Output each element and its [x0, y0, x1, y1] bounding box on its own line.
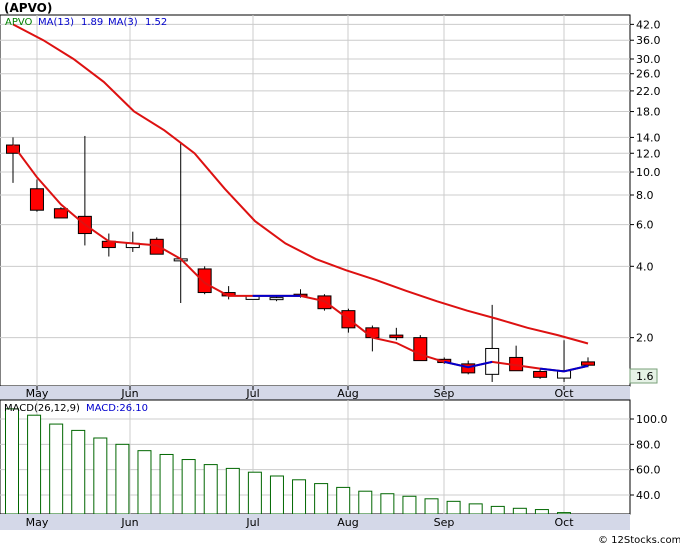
- macd-y-axis: 40.0 60.0 80.0 100.0: [630, 413, 668, 502]
- legend-symbol: APVO: [5, 17, 33, 28]
- macd-y-tick-label: 40.0: [636, 489, 661, 502]
- month-label: Sep: [434, 516, 455, 529]
- month-label: Oct: [554, 387, 574, 400]
- month-label: Jun: [120, 516, 138, 529]
- watermark: © 12Stocks.com: [598, 535, 680, 546]
- macd-bar: [71, 429, 86, 515]
- ma-short-rising-segment: [539, 364, 589, 373]
- price-panel-frame: [0, 14, 631, 387]
- macd-bar: [534, 509, 549, 515]
- macd-bars: [5, 408, 571, 515]
- macd-bar: [446, 500, 461, 515]
- macd-y-tick-label: 100.0: [636, 413, 668, 426]
- macd-bar: [468, 503, 483, 515]
- month-labels-top: May Jun Jul Aug Sep Oct: [26, 386, 574, 400]
- candle-down: [413, 337, 428, 362]
- macd-bar: [225, 467, 240, 515]
- macd-bar: [336, 486, 351, 515]
- candle-down: [29, 188, 44, 211]
- price-gridlines: [0, 15, 630, 386]
- macd-bar: [27, 414, 42, 515]
- macd-bar: [137, 450, 152, 515]
- legend-ma-short-label: MA(3): [108, 17, 138, 28]
- macd-bar: [115, 443, 130, 515]
- month-label: May: [26, 516, 49, 529]
- macd-bar: [203, 464, 218, 515]
- macd-bar: [247, 471, 262, 515]
- price-y-axis: 2.0 4.0 6.0 8.0 10.0 12.0 14.0 18.0 22.0 26.0 30.0…: [630, 18, 661, 345]
- month-labels-bottom: May Jun Jul Aug Sep Oct: [26, 516, 575, 529]
- price-y-tick-label: 6.0: [636, 219, 654, 232]
- macd-bar: [314, 483, 329, 515]
- macd-bar: [358, 490, 373, 515]
- candle-down: [53, 208, 68, 219]
- month-label: May: [26, 387, 49, 400]
- macd-bar: [93, 437, 108, 515]
- price-y-tick-label: 2.0: [636, 332, 654, 345]
- month-strip-bottom: [0, 514, 630, 530]
- candle-down: [149, 238, 164, 255]
- chart-title: (APVO): [4, 1, 52, 15]
- macd-bar: [5, 408, 19, 515]
- price-y-tick-label: 18.0: [636, 106, 661, 119]
- price-y-tick-label: 14.0: [636, 131, 661, 144]
- price-y-tick-label: 10.0: [636, 166, 661, 179]
- candle-down: [581, 361, 595, 366]
- candle-down: [389, 334, 404, 339]
- month-label: Aug: [337, 387, 358, 400]
- month-label: Sep: [434, 387, 455, 400]
- last-price-tag: 1.6: [636, 370, 654, 383]
- macd-bar: [512, 507, 527, 515]
- macd-legend-value: MACD:26.10: [86, 403, 148, 414]
- macd-y-tick-label: 80.0: [636, 438, 661, 451]
- price-y-tick-label: 30.0: [636, 53, 661, 66]
- price-panel: 2.0 4.0 6.0 8.0 10.0 12.0 14.0 18.0 22.0 26.0 30.0…: [0, 14, 661, 387]
- last-price-tag-bg: [629, 368, 658, 384]
- price-y-tick-label: 4.0: [636, 260, 654, 273]
- month-label: Aug: [337, 516, 358, 529]
- macd-bar: [49, 423, 64, 515]
- candle-down: [533, 370, 548, 378]
- month-strip: [0, 386, 630, 400]
- macd-bar: [292, 479, 307, 515]
- price-y-tick-label: 8.0: [636, 189, 654, 202]
- candle-down: [197, 268, 212, 294]
- legend-ma-long-value: 1.89: [81, 17, 103, 28]
- ma-short-rising-segment: [444, 360, 493, 369]
- ma-long-line: [12, 23, 589, 345]
- month-label: Jul: [245, 516, 259, 529]
- month-label: Jul: [245, 387, 259, 400]
- candle-down: [461, 363, 476, 374]
- legend-ma-long-label: MA(13): [38, 17, 74, 28]
- macd-panel: 40.0 60.0 80.0 100.0 MACD(26,12,9) MACD:26.…: [0, 399, 668, 515]
- moving-averages: [12, 23, 589, 373]
- price-y-tick-label: 22.0: [636, 85, 661, 98]
- macd-legend-label: MACD(26,12,9): [4, 403, 80, 414]
- macd-bar: [490, 505, 505, 515]
- price-y-tick-label: 12.0: [636, 147, 661, 160]
- candle-up: [269, 297, 284, 301]
- macd-bar: [181, 459, 196, 515]
- price-y-tick-label: 26.0: [636, 68, 661, 81]
- legend-ma-short-value: 1.52: [145, 17, 167, 28]
- macd-bar: [557, 512, 571, 515]
- macd-bar: [424, 498, 439, 515]
- month-label: Jun: [120, 387, 138, 400]
- macd-bar: [380, 493, 395, 515]
- macd-bar: [269, 475, 284, 515]
- price-y-tick-label: 42.0: [636, 18, 661, 31]
- price-y-tick-label: 36.0: [636, 34, 661, 47]
- month-label: Oct: [554, 516, 574, 529]
- macd-bar: [159, 453, 174, 515]
- macd-bar: [402, 495, 417, 515]
- candle-down: [365, 327, 380, 339]
- macd-y-tick-label: 60.0: [636, 464, 661, 477]
